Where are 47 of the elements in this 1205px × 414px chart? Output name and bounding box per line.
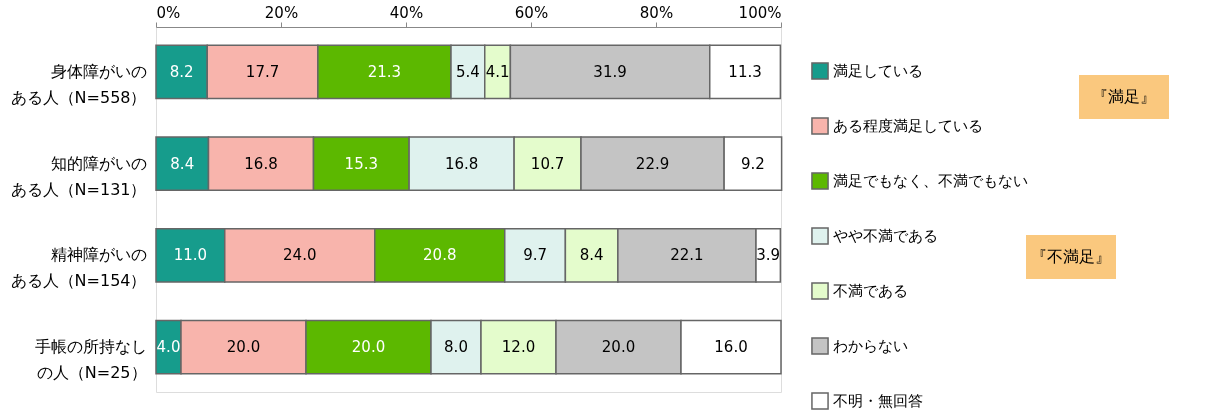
legend-label: 不満である bbox=[833, 282, 908, 300]
data-label: 8.0 bbox=[444, 338, 468, 357]
text: 『不満足』 bbox=[1031, 247, 1111, 266]
x-tick-label: 20% bbox=[264, 3, 299, 22]
text: 『満足』 bbox=[1092, 87, 1156, 106]
data-label: 22.9 bbox=[635, 154, 670, 173]
data-label: 5.4 bbox=[455, 62, 480, 81]
y-tick-label: 精神障がいのある人（N=154） bbox=[10, 245, 147, 291]
y-tick-label: 身体障がいのある人（N=558） bbox=[10, 61, 147, 107]
legend-label: やや不満である bbox=[833, 227, 938, 245]
data-label: 16.8 bbox=[244, 154, 278, 173]
y-tick-label: 知的障がいのある人（N=131） bbox=[10, 153, 147, 199]
data-label: 17.7 bbox=[245, 62, 280, 81]
data-label: 31.9 bbox=[593, 62, 627, 81]
data-label: 3.9 bbox=[756, 246, 781, 265]
data-label: 24.0 bbox=[283, 246, 317, 265]
x-tick-label: 40% bbox=[389, 3, 424, 22]
data-label: 20.8 bbox=[423, 246, 457, 265]
data-label: 15.3 bbox=[344, 154, 379, 173]
data-label: 20.0 bbox=[351, 338, 386, 357]
data-label: 12.0 bbox=[501, 338, 536, 357]
data-label: 4.0 bbox=[156, 338, 181, 357]
legend-label: わからない bbox=[833, 337, 908, 355]
legend-label: ある程度満足している bbox=[833, 117, 983, 135]
data-label: 8.4 bbox=[170, 154, 195, 173]
data-label: 8.4 bbox=[579, 246, 604, 265]
data-label: 4.1 bbox=[485, 62, 510, 81]
data-label: 16.0 bbox=[714, 338, 748, 357]
data-label: 16.8 bbox=[444, 154, 479, 173]
legend-label: 満足している bbox=[833, 62, 923, 80]
data-label: 9.2 bbox=[740, 154, 765, 173]
data-label: 11.3 bbox=[728, 62, 762, 81]
x-tick-label: 0% bbox=[156, 3, 181, 22]
x-tick-label: 80% bbox=[639, 3, 674, 22]
data-label: 8.2 bbox=[169, 62, 194, 81]
x-tick-label: 100% bbox=[738, 3, 782, 22]
legend-label: 不明・無回答 bbox=[833, 392, 923, 410]
legend-label: 満足でもなく、不満でもない bbox=[833, 172, 1028, 190]
data-label: 11.0 bbox=[173, 246, 208, 265]
data-label: 20.0 bbox=[226, 338, 261, 357]
data-label: 21.3 bbox=[367, 62, 402, 81]
y-tick-label: 手帳の所持なしの人（N=25） bbox=[34, 337, 147, 383]
x-tick-label: 60% bbox=[514, 3, 549, 22]
data-label: 10.7 bbox=[530, 154, 565, 173]
data-label: 20.0 bbox=[601, 338, 636, 357]
data-label: 22.1 bbox=[670, 246, 704, 265]
data-label: 9.7 bbox=[523, 246, 547, 265]
